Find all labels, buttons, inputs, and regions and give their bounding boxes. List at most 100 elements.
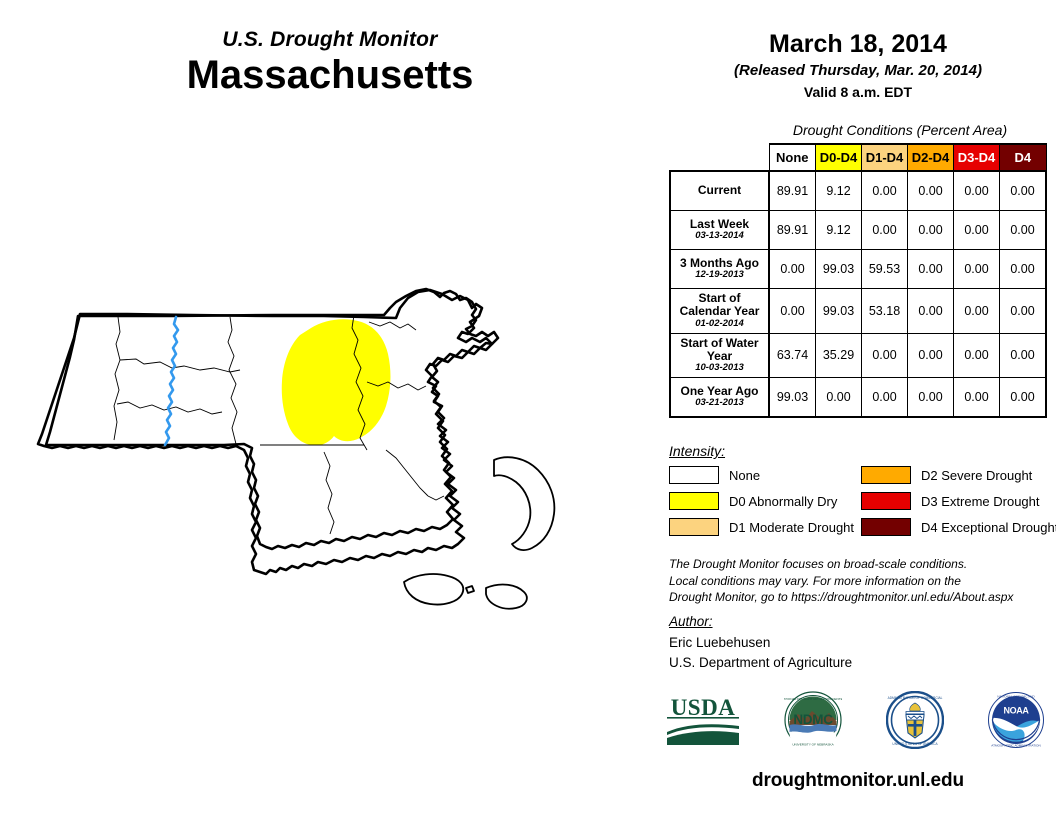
disclaimer-line-1: The Drought Monitor focuses on broad-sca… — [669, 557, 968, 571]
table-header-row: None D0-D4 D1-D4 D2-D4 D3-D4 D4 — [670, 143, 1047, 172]
intensity-legend: Intensity: None D2 Severe Drought D0 Abn… — [669, 443, 1056, 536]
row-label-date: 03-13-2014 — [695, 230, 744, 242]
cell-3mo-d1d4: 59.53 — [861, 249, 908, 289]
cell-cy-d3d4: 0.00 — [953, 288, 1000, 334]
cell-current-d0d4: 9.12 — [815, 170, 862, 211]
author-block: Author: Eric Luebehusen U.S. Department … — [669, 614, 1049, 672]
table-corner-cell — [670, 144, 769, 171]
row-label-start-calendar-year: Start of Calendar Year 01-02-2014 — [669, 288, 770, 334]
disclaimer-line-3: Drought Monitor, go to https://droughtmo… — [669, 590, 1014, 605]
cell-current-d2d4: 0.00 — [907, 170, 954, 211]
row-label-3-months-ago: 3 Months Ago 12-19-2013 — [669, 249, 770, 289]
legend-label-d4: D4 Exceptional Drought — [921, 519, 1056, 535]
cell-last-week-d3d4: 0.00 — [953, 210, 1000, 250]
connecticut-river — [163, 315, 180, 447]
ndmc-logo: NDMC NATIONAL DROUGHT MITIGATION CENTER … — [781, 690, 846, 755]
state-border-main — [44, 287, 500, 551]
disclaimer-line-2: Local conditions may vary. For more info… — [669, 573, 961, 588]
commerce-logo: ADMINISTRATION OF COMMERCIAL UNITED STAT… — [885, 690, 944, 754]
legend-item-d4: D4 Exceptional Drought — [861, 518, 1056, 536]
table-row-current: Current 89.91 9.12 0.00 0.00 0.00 0.00 — [669, 170, 1047, 211]
swatch-d2 — [861, 466, 911, 484]
column-header-d1-d4: D1-D4 — [861, 143, 908, 172]
cell-3mo-d4: 0.00 — [999, 249, 1047, 289]
svg-text:NDMC: NDMC — [794, 712, 834, 727]
cell-last-week-d1d4: 0.00 — [861, 210, 908, 250]
cell-1yr-d3d4: 0.00 — [953, 377, 1000, 418]
disclaimer-text: The Drought Monitor focuses on broad-sca… — [669, 556, 1049, 606]
row-label-text: Last Week — [689, 216, 750, 231]
row-label-text: One Year Ago — [680, 383, 759, 398]
drought-conditions-table: None D0-D4 D1-D4 D2-D4 D3-D4 D4 Current … — [669, 143, 1047, 418]
svg-text:NATIONAL OCEANIC AND: NATIONAL OCEANIC AND — [997, 694, 1035, 698]
state-title: Massachusetts — [186, 53, 474, 98]
table-row-last-week: Last Week 03-13-2014 89.91 9.12 0.00 0.0… — [669, 210, 1047, 250]
cell-wy-d1d4: 0.00 — [861, 332, 908, 378]
legend-item-d0: D0 Abnormally Dry — [669, 492, 861, 510]
author-organization: U.S. Department of Agriculture — [669, 654, 853, 670]
map-date: March 18, 2014 — [769, 30, 947, 58]
cell-cy-d0d4: 99.03 — [815, 288, 862, 334]
cell-current-d4: 0.00 — [999, 170, 1047, 211]
cell-current-none: 89.91 — [768, 170, 816, 211]
program-title: U.S. Drought Monitor — [222, 28, 438, 51]
svg-text:UNITED STATES OF AMERICA: UNITED STATES OF AMERICA — [892, 742, 938, 746]
column-header-d0-d4: D0-D4 — [815, 143, 862, 172]
legend-label-d0: D0 Abnormally Dry — [729, 493, 838, 509]
table-caption: Drought Conditions (Percent Area) — [792, 122, 1008, 138]
legend-title: Intensity: — [669, 443, 726, 459]
cell-1yr-d0d4: 0.00 — [815, 377, 862, 418]
table-row-one-year-ago: One Year Ago 03-21-2013 99.03 0.00 0.00 … — [669, 377, 1047, 418]
row-label-text: Start of Water Year — [680, 335, 759, 363]
cell-cy-none: 0.00 — [768, 288, 816, 334]
swatch-d4 — [861, 518, 911, 536]
date-block: March 18, 2014 (Released Thursday, Mar. … — [660, 30, 1056, 101]
row-label-text: Start of Calendar Year — [679, 291, 760, 319]
cell-wy-d3d4: 0.00 — [953, 332, 1000, 378]
swatch-d3 — [861, 492, 911, 510]
usda-logo: USDA — [665, 692, 741, 753]
noaa-logo: NATIONAL OCEANIC AND ATMOSPHERIC ADMINIS… — [987, 691, 1045, 754]
valid-time: Valid 8 a.m. EDT — [803, 83, 913, 100]
state-border-massachusetts — [36, 288, 494, 576]
author-name: Eric Luebehusen — [669, 635, 771, 650]
svg-text:ADMINISTRATION OF COMMERCIAL: ADMINISTRATION OF COMMERCIAL — [887, 696, 942, 700]
table-row-3-months-ago: 3 Months Ago 12-19-2013 0.00 99.03 59.53… — [669, 249, 1047, 289]
state-outline-group — [44, 287, 500, 551]
cell-current-d1d4: 0.00 — [861, 170, 908, 211]
cell-last-week-d0d4: 9.12 — [815, 210, 862, 250]
legend-label-d3: D3 Extreme Drought — [921, 493, 1040, 509]
cell-cy-d4: 0.00 — [999, 288, 1047, 334]
legend-label-d1: D1 Moderate Drought — [729, 519, 855, 535]
swatch-none — [669, 466, 719, 484]
cell-1yr-d1d4: 0.00 — [861, 377, 908, 418]
cell-3mo-d0d4: 99.03 — [815, 249, 862, 289]
cell-1yr-none: 99.03 — [768, 377, 816, 418]
svg-text:ATMOSPHERIC ADMINISTRATION: ATMOSPHERIC ADMINISTRATION — [991, 743, 1040, 747]
row-label-date: 01-02-2014 — [695, 317, 744, 329]
column-header-d2-d4: D2-D4 — [907, 143, 954, 172]
column-header-d4: D4 — [999, 143, 1047, 172]
row-label-date: 03-21-2013 — [695, 397, 744, 409]
table-row-start-calendar-year: Start of Calendar Year 01-02-2014 0.00 9… — [669, 288, 1047, 334]
table-row-start-water-year: Start of Water Year 10-03-2013 63.74 35.… — [669, 332, 1047, 378]
cell-wy-d2d4: 0.00 — [907, 332, 954, 378]
cell-wy-none: 63.74 — [768, 332, 816, 378]
row-label-start-water-year: Start of Water Year 10-03-2013 — [669, 332, 770, 378]
legend-item-d1: D1 Moderate Drought — [669, 518, 861, 536]
legend-item-d3: D3 Extreme Drought — [861, 492, 1041, 510]
legend-item-none: None — [669, 466, 861, 484]
legend-label-d2: D2 Severe Drought — [921, 467, 1033, 483]
row-label-current: Current — [669, 170, 770, 211]
cell-last-week-none: 89.91 — [768, 210, 816, 250]
swatch-d0 — [669, 492, 719, 510]
column-header-d3-d4: D3-D4 — [953, 143, 1000, 172]
legend-label-none: None — [729, 467, 761, 483]
release-date: (Released Thursday, Mar. 20, 2014) — [734, 61, 982, 79]
row-label-last-week: Last Week 03-13-2014 — [669, 210, 770, 250]
row-label-date: 12-19-2013 — [695, 269, 744, 281]
cell-last-week-d4: 0.00 — [999, 210, 1047, 250]
cell-cy-d2d4: 0.00 — [907, 288, 954, 334]
row-label-date: 10-03-2013 — [695, 362, 744, 374]
row-label-text: 3 Months Ago — [680, 255, 759, 270]
